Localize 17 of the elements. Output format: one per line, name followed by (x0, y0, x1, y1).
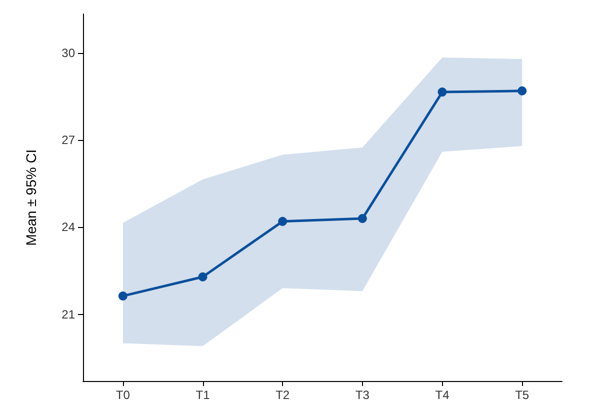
y-axis-title: Mean ± 95% CI (23, 149, 39, 246)
x-tick-label: T2 (276, 388, 290, 402)
point (198, 272, 208, 282)
y-tick-label: 30 (62, 46, 76, 60)
y-tick-label: 27 (62, 133, 76, 148)
x-tick-label: T5 (515, 388, 530, 402)
point (118, 291, 128, 300)
x-tick-label: T0 (116, 388, 130, 402)
x-tick-label: T3 (355, 388, 370, 402)
y-tick-label: 21 (62, 307, 76, 322)
x-tick-label: T1 (196, 388, 210, 402)
point (358, 214, 367, 224)
point (438, 88, 447, 97)
point (518, 86, 527, 96)
x-tick-label: T4 (435, 388, 450, 402)
y-tick-label: 24 (62, 220, 76, 234)
point (278, 216, 288, 226)
